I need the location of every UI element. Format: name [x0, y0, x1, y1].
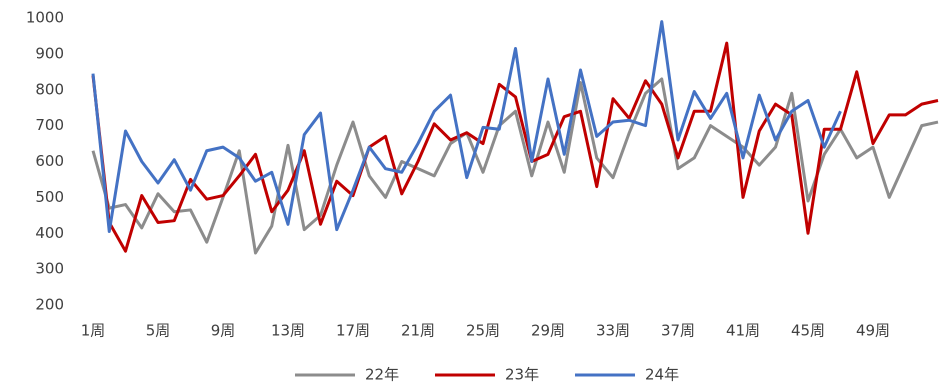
x-tick-label: 33周: [596, 322, 630, 340]
line: [91, 41, 939, 253]
y-tick-label: 800: [35, 80, 64, 98]
x-tick-label: 25周: [466, 322, 500, 340]
x-tick-label: 13周: [271, 322, 305, 340]
x-tick-label: 21周: [401, 322, 435, 340]
y-tick-label: 1000: [26, 9, 64, 27]
x-tick-label: 17周: [336, 322, 370, 340]
legend-label: 24年: [645, 366, 679, 384]
x-tick-label: 1周: [81, 322, 106, 340]
x-tick-label: 29周: [531, 322, 565, 340]
y-tick-label: 200: [35, 296, 64, 314]
y-tick-label: 600: [35, 152, 64, 170]
legend-label: 23年: [505, 366, 539, 384]
x-tick-label: 5周: [146, 322, 171, 340]
x-tick-label: 9周: [211, 322, 236, 340]
y-tick-label: 900: [35, 44, 64, 62]
line: [91, 77, 939, 255]
x-tick-label: 41周: [726, 322, 760, 340]
x-tick-label: 37周: [661, 322, 695, 340]
y-tick-label: 500: [35, 188, 64, 206]
y-tick-label: 400: [35, 224, 64, 242]
x-tick-label: 49周: [856, 322, 890, 340]
x-tick-label: 45周: [791, 322, 825, 340]
line: [91, 20, 842, 233]
y-tick-label: 300: [35, 260, 64, 278]
legend-label: 22年: [365, 366, 399, 384]
y-tick-label: 700: [35, 116, 64, 134]
